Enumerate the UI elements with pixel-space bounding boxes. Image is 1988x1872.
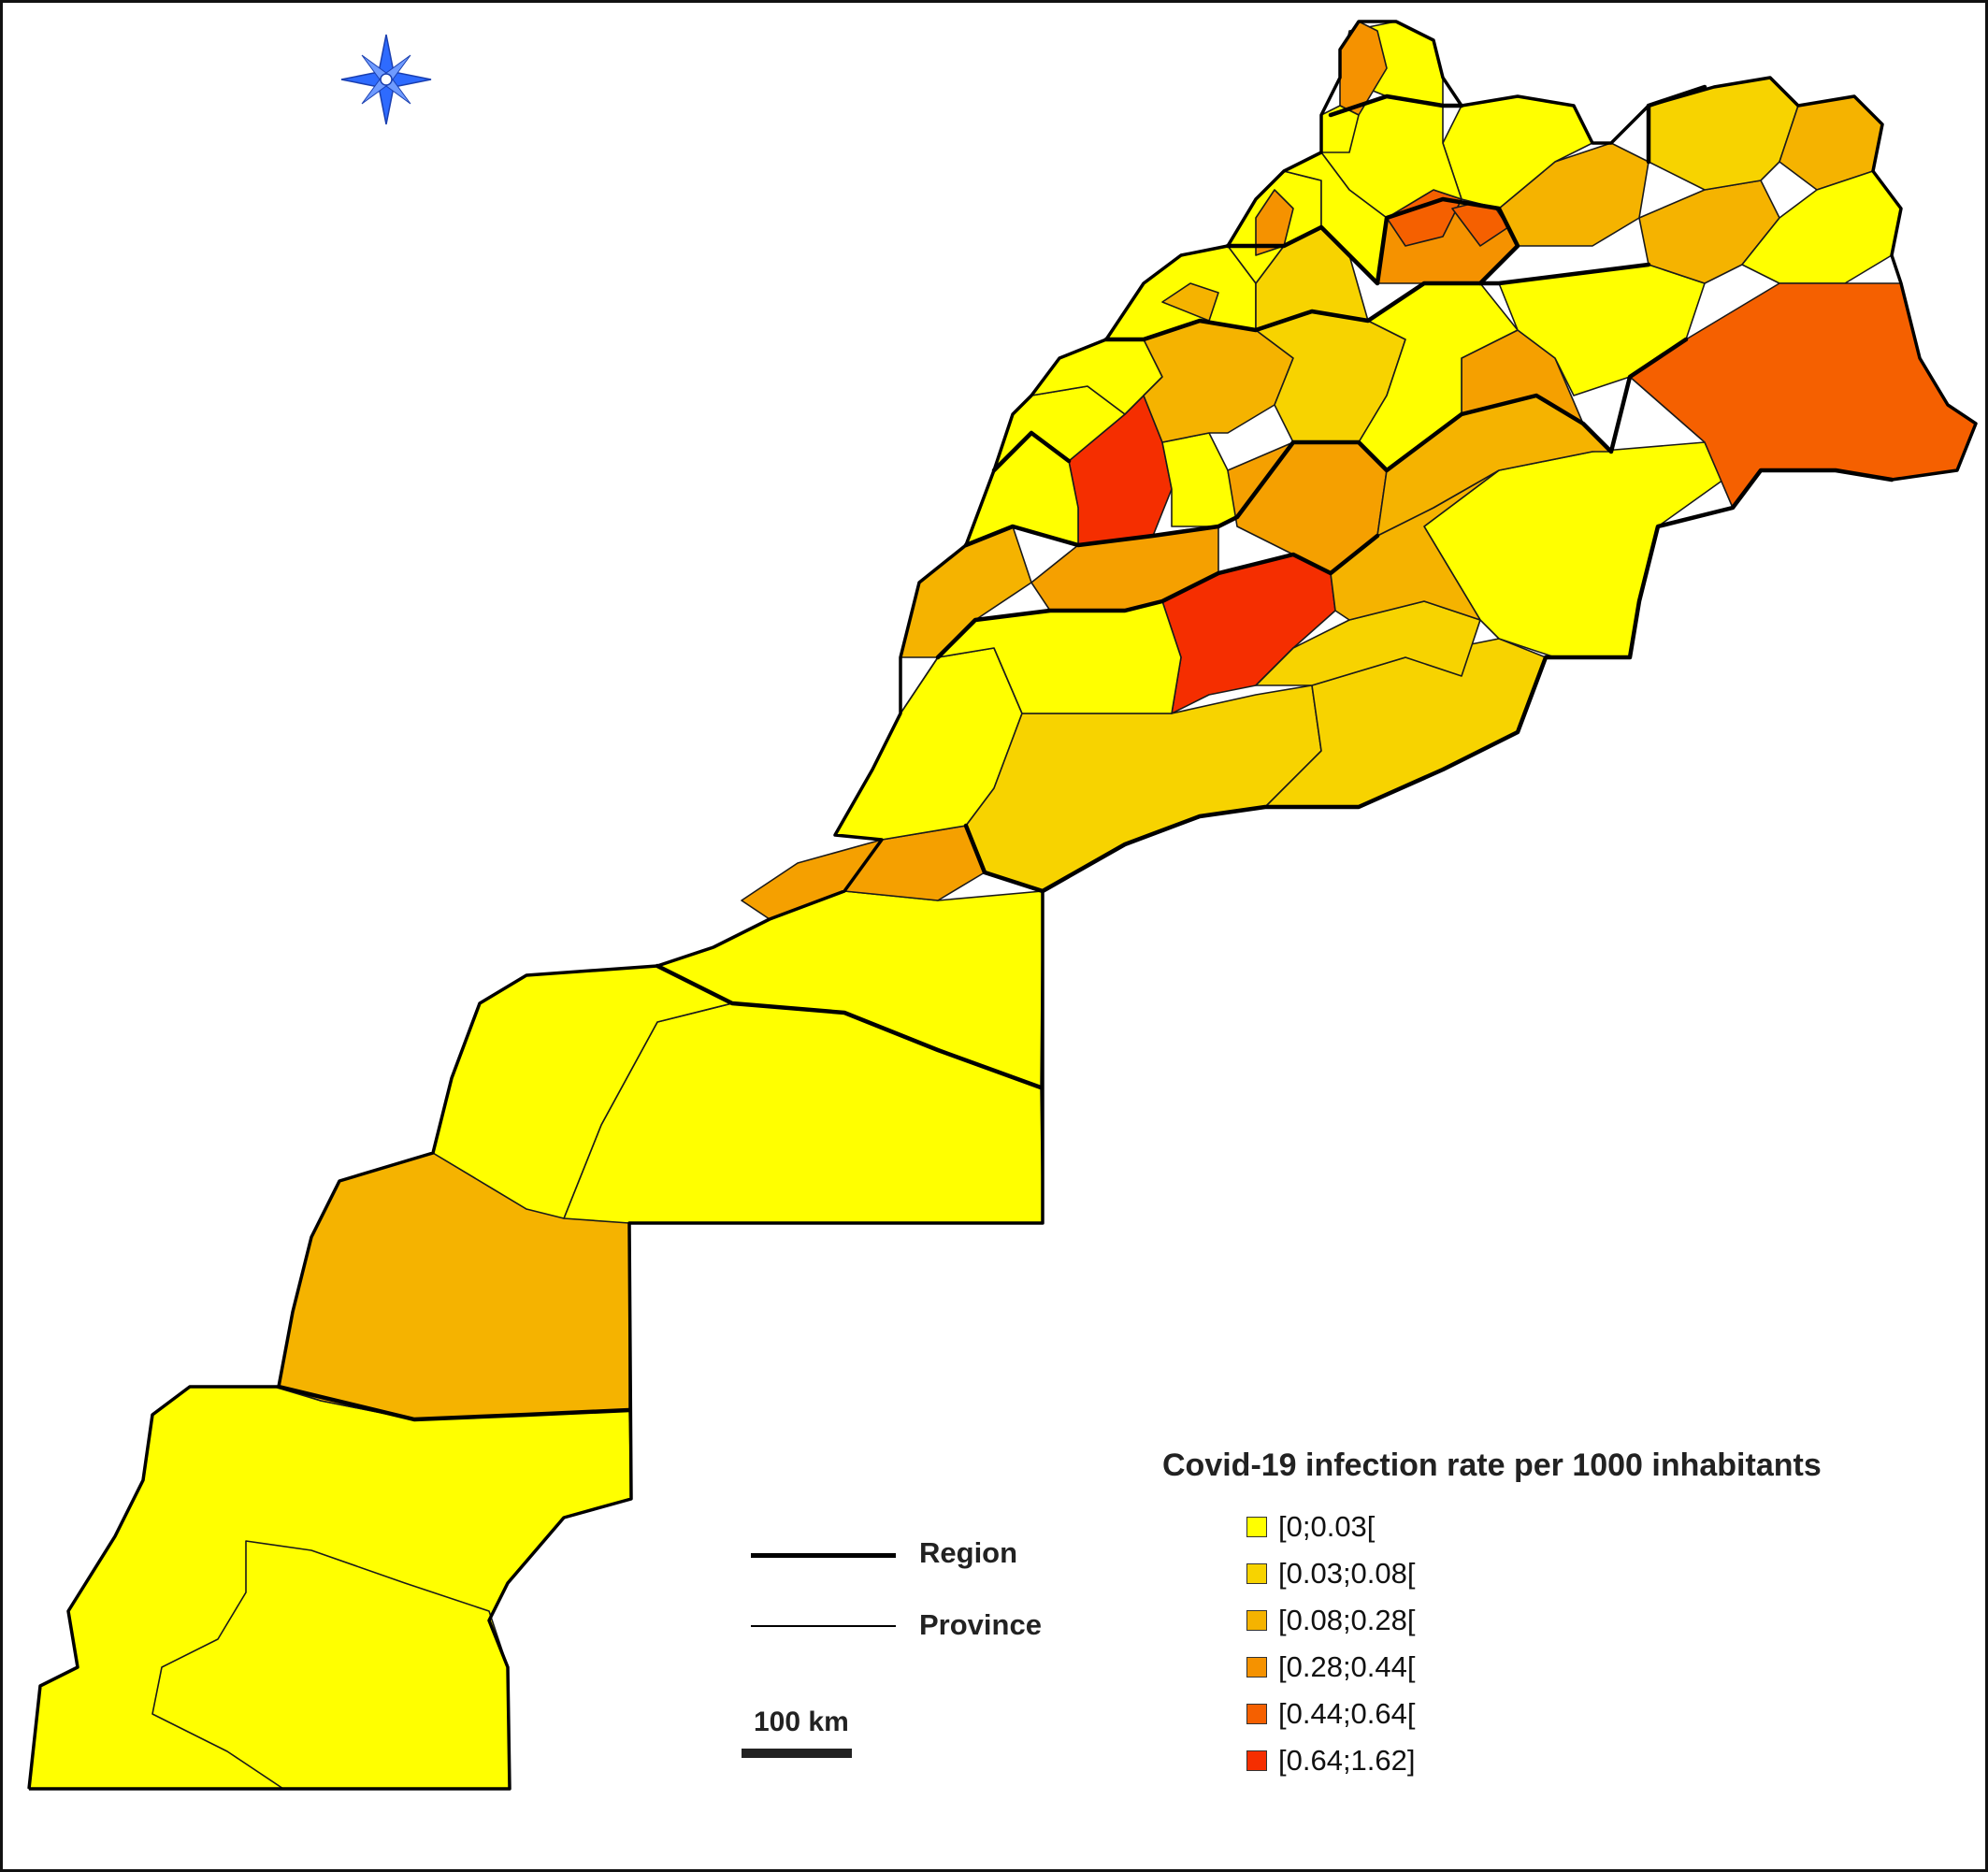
region-boundary <box>655 963 1044 1090</box>
legend-label: [0;0.03[ <box>1278 1510 1376 1543</box>
region-line-sample <box>751 1553 896 1558</box>
legend-swatch <box>1246 1610 1267 1631</box>
legend-item: [0;0.03[ <box>1246 1504 1416 1550</box>
country-outline <box>27 20 1978 1791</box>
legend-label: [0.44;0.64[ <box>1278 1697 1416 1730</box>
scale-label: 100 km <box>754 1706 849 1737</box>
legend-label: [0.28;0.44[ <box>1278 1650 1416 1683</box>
province-rabat-coast-orange <box>1161 282 1219 322</box>
legend: [0;0.03[ [0.03;0.08[ [0.08;0.28[ [0.28;0… <box>1246 1504 1416 1784</box>
legend-swatch <box>1246 1704 1267 1724</box>
legend-label: [0.64;1.62] <box>1278 1744 1416 1777</box>
region-boundary <box>1328 94 1464 118</box>
region-boundary <box>963 823 1045 894</box>
legend-swatch <box>1246 1563 1267 1584</box>
province-khouribga-yellow <box>1161 432 1238 527</box>
region-boundary <box>276 1384 632 1422</box>
legend-label: [0.03;0.08[ <box>1278 1557 1416 1590</box>
province-line-sample <box>751 1625 896 1627</box>
choropleth-map <box>27 20 1978 1791</box>
province-nador <box>1648 77 1799 191</box>
region-boundary <box>991 430 1072 473</box>
legend-title: Covid-19 infection rate per 1000 inhabit… <box>1162 1447 1822 1483</box>
legend-item: [0.03;0.08[ <box>1246 1550 1416 1597</box>
legend-swatch <box>1246 1517 1267 1537</box>
region-boundary <box>1103 262 1651 342</box>
legend-swatch <box>1246 1750 1267 1771</box>
legend-label: [0.08;0.28[ <box>1278 1604 1416 1636</box>
legend-item: [0.08;0.28[ <box>1246 1597 1416 1644</box>
scale-bar <box>742 1749 852 1758</box>
region-line-label: Region <box>919 1536 1018 1569</box>
region-boundary <box>1225 196 1520 286</box>
province-kenitra-coast-orange <box>1255 189 1294 256</box>
province-taounate <box>1498 142 1649 247</box>
region-boundary <box>935 533 1380 660</box>
region-boundary <box>963 337 1689 548</box>
legend-swatch <box>1246 1657 1267 1678</box>
legend-item: [0.64;1.62] <box>1246 1737 1416 1784</box>
compass-rose-icon <box>340 34 432 125</box>
legend-item: [0.28;0.44[ <box>1246 1644 1416 1691</box>
legend-item: [0.44;0.64[ <box>1246 1691 1416 1737</box>
province-line-label: Province <box>919 1608 1042 1641</box>
